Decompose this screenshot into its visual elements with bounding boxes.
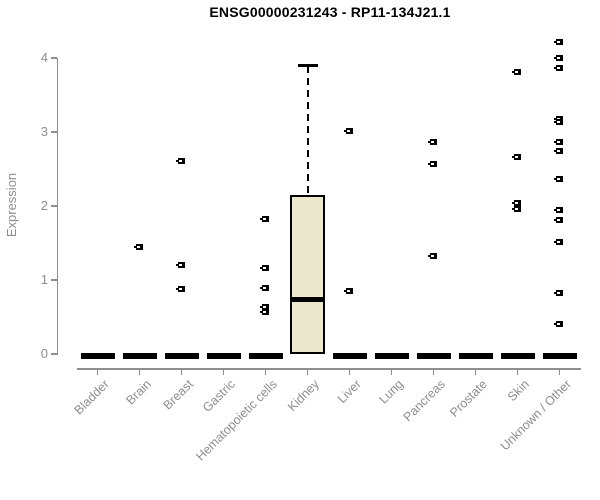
outlier-point <box>176 285 185 292</box>
x-axis-tick <box>558 368 561 375</box>
outlier-point <box>554 217 563 224</box>
y-axis-tick-label: 3 <box>40 124 48 139</box>
outlier-point <box>428 160 437 167</box>
collapsed-median-bar <box>416 353 451 359</box>
outlier-point <box>554 238 563 245</box>
collapsed-median-bar <box>206 353 241 359</box>
outlier-point <box>554 119 563 126</box>
outlier-point <box>554 39 563 46</box>
outlier-point <box>344 127 353 134</box>
outlier-point <box>260 265 269 272</box>
outlier-point <box>260 304 269 311</box>
x-axis-tick <box>222 368 225 375</box>
outlier-point <box>554 65 563 72</box>
x-axis-tick <box>180 368 183 375</box>
x-axis-tick <box>138 368 141 375</box>
collapsed-median-bar <box>248 353 283 359</box>
collapsed-median-bar <box>542 353 577 359</box>
upper-whisker-cap <box>297 64 318 67</box>
outlier-point <box>554 290 563 297</box>
chart-title: ENSG00000231243 - RP11-134J21.1 <box>209 4 451 20</box>
x-axis-tick <box>432 368 435 375</box>
y-axis-tick <box>50 353 57 355</box>
outlier-point <box>554 115 563 122</box>
outlier-point <box>344 288 353 295</box>
collapsed-median-bar <box>164 353 199 359</box>
x-axis-tick <box>264 368 267 375</box>
outlier-point <box>512 154 521 161</box>
outlier-point <box>134 243 143 250</box>
outlier-point <box>554 175 563 182</box>
outlier-point <box>554 55 563 61</box>
outlier-point <box>554 138 563 145</box>
outlier-point <box>554 147 563 154</box>
x-axis-tick <box>306 368 309 375</box>
y-axis-tick-label: 1 <box>40 272 48 287</box>
collapsed-median-bar <box>374 353 409 359</box>
outlier-point <box>554 207 563 214</box>
y-axis-tick-label: 2 <box>40 198 48 213</box>
outlier-point <box>512 200 521 207</box>
y-axis-tick <box>50 279 57 281</box>
x-axis-tick <box>96 368 99 375</box>
y-axis-title: Expression <box>4 172 19 238</box>
outlier-point <box>554 321 563 328</box>
x-axis-tick <box>348 368 351 375</box>
outlier-point <box>260 308 269 315</box>
collapsed-median-bar <box>458 353 493 359</box>
x-axis-tick <box>474 368 477 375</box>
outlier-point <box>260 285 269 292</box>
outlier-point <box>260 216 269 223</box>
y-axis-tick <box>50 57 57 59</box>
x-axis-tick <box>516 368 519 375</box>
collapsed-median-bar <box>122 353 157 359</box>
y-axis-tick <box>50 131 57 133</box>
x-axis-line <box>77 368 581 370</box>
collapsed-median-bar <box>332 353 367 359</box>
iqr-box <box>290 194 325 354</box>
outlier-point <box>176 157 185 164</box>
y-axis-tick-label: 4 <box>40 50 48 65</box>
y-axis-line <box>56 58 58 355</box>
outlier-point <box>512 69 521 76</box>
median-line <box>291 297 324 303</box>
y-axis-tick <box>50 205 57 207</box>
outlier-point <box>428 138 437 145</box>
outlier-point <box>176 262 185 269</box>
x-axis-tick <box>390 368 393 375</box>
y-axis-tick-label: 0 <box>40 346 48 361</box>
outlier-point <box>512 205 521 212</box>
upper-whisker <box>306 66 309 195</box>
collapsed-median-bar <box>500 353 535 359</box>
outlier-point <box>428 252 437 259</box>
collapsed-median-bar <box>80 353 115 359</box>
